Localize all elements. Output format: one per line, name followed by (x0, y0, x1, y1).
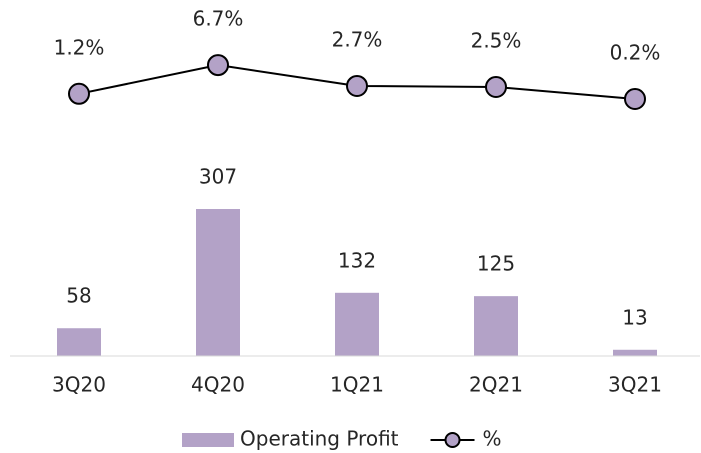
data-label: 58 (66, 284, 91, 308)
data-label: 125 (477, 252, 515, 276)
x-tick-label: 1Q21 (330, 373, 384, 397)
line-marker (624, 88, 646, 111)
data-label: 2.5% (471, 29, 522, 53)
bar (196, 209, 240, 356)
bar (335, 292, 379, 356)
data-label: 0.2% (610, 41, 661, 65)
legend-label: % (483, 427, 502, 451)
data-label: 307 (199, 165, 237, 189)
legend-label: Operating Profit (240, 427, 399, 451)
data-label: 2.7% (332, 27, 383, 51)
data-label: 1.2% (54, 35, 105, 59)
data-label: 6.7% (193, 7, 244, 31)
x-tick-label: 3Q20 (52, 373, 106, 397)
bar (613, 349, 657, 356)
line-marker (346, 74, 368, 97)
line-marker (485, 76, 507, 99)
bar (474, 296, 518, 356)
legend-marker (444, 432, 461, 448)
line-marker (207, 54, 229, 77)
x-tick-label: 4Q20 (191, 373, 245, 397)
legend-swatch (182, 433, 234, 447)
x-tick-label: 3Q21 (608, 373, 662, 397)
data-label: 13 (622, 305, 647, 329)
line-marker (68, 82, 90, 105)
x-tick-label: 2Q21 (469, 373, 523, 397)
data-label: 132 (338, 248, 376, 272)
bar (57, 328, 101, 356)
